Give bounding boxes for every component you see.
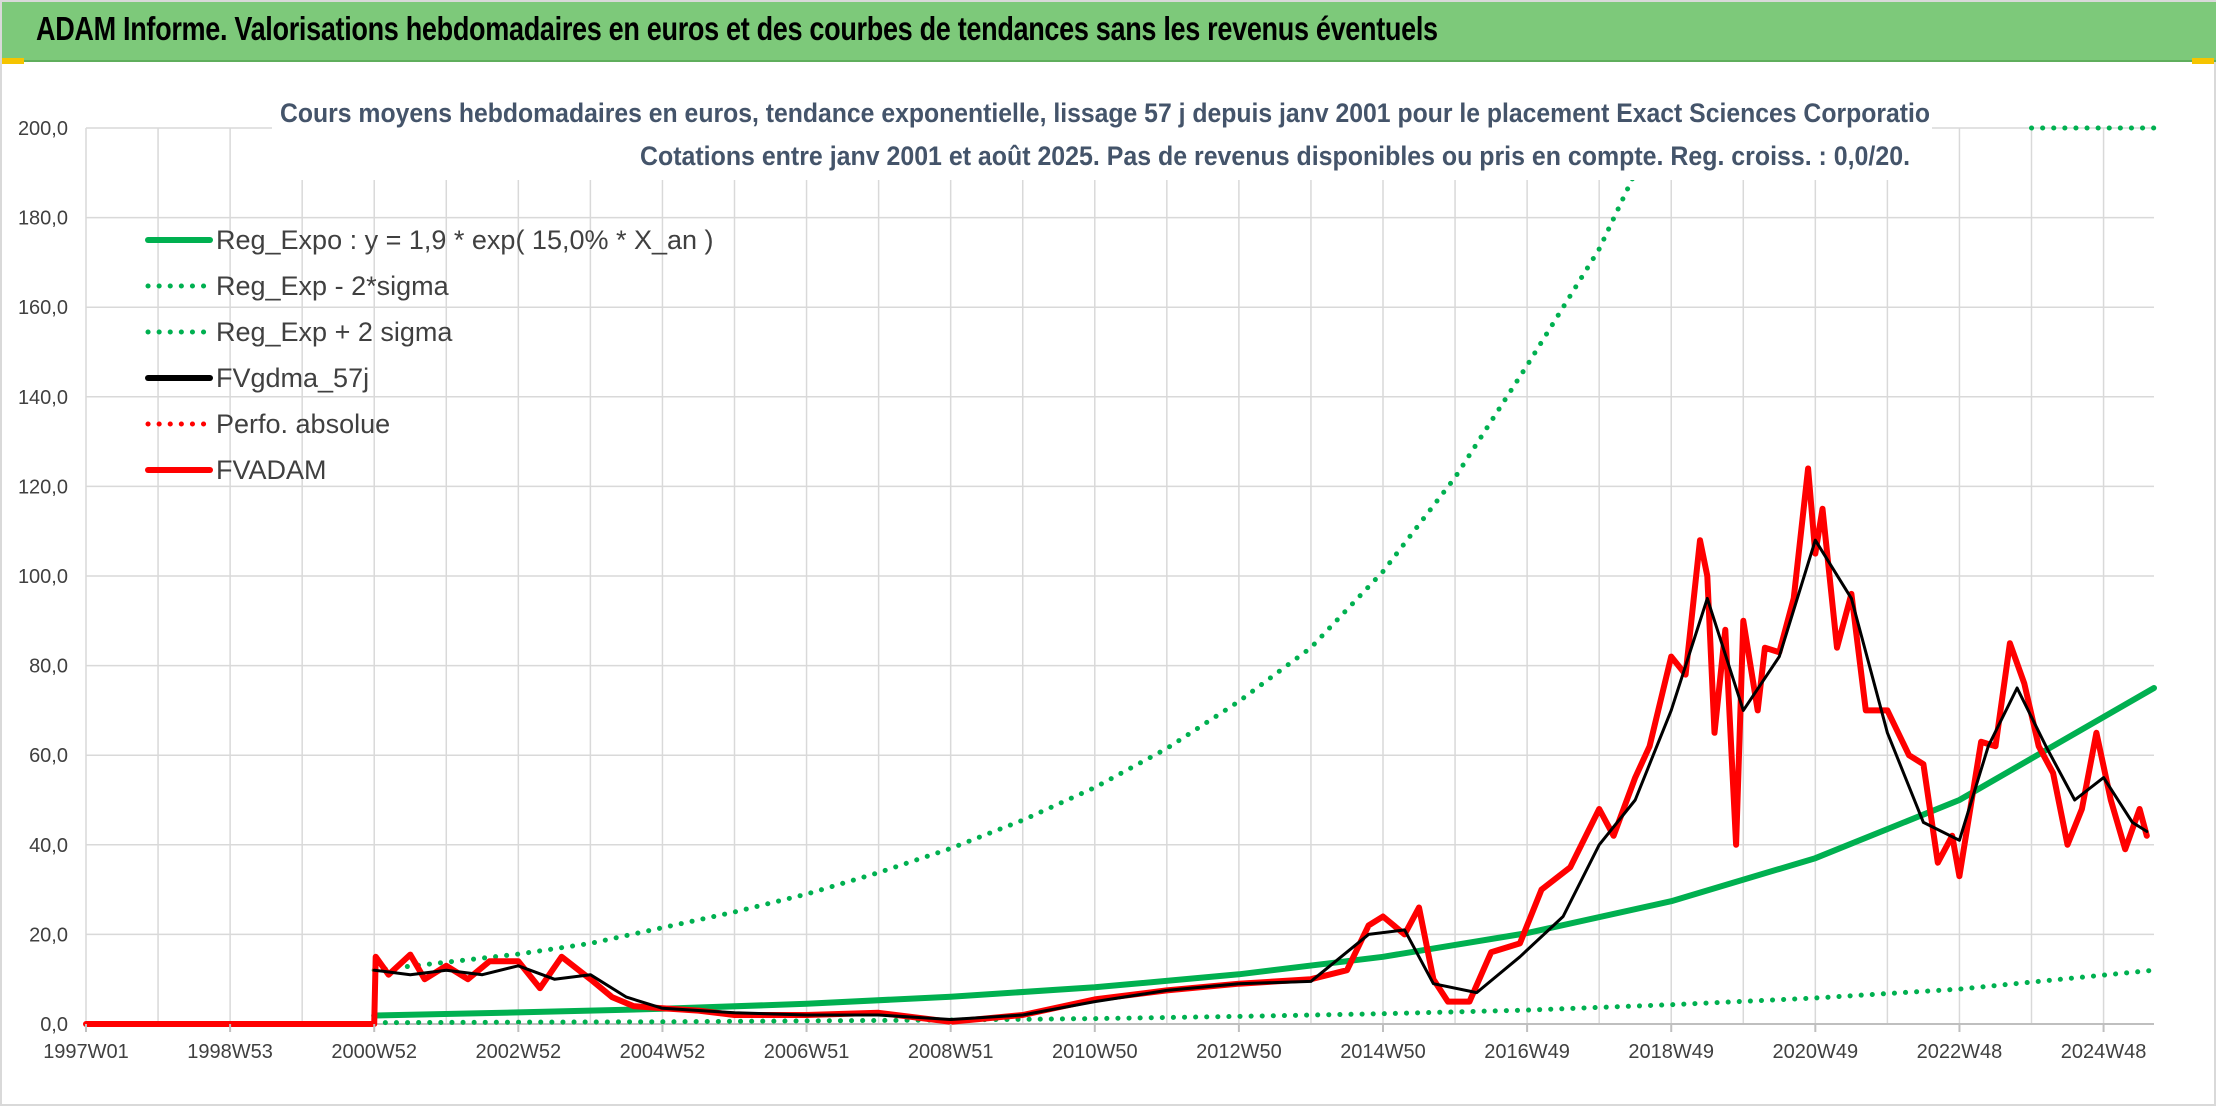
y-tick-label: 40,0 — [29, 835, 68, 857]
y-tick-label: 180,0 — [18, 208, 68, 230]
corner-marker — [2192, 58, 2214, 64]
y-tick-label: 60,0 — [29, 745, 68, 767]
x-tick-label: 2002W52 — [476, 1041, 562, 1063]
series-line — [371, 967, 2157, 1026]
x-tick-label: 2018W49 — [1628, 1041, 1714, 1063]
y-tick-label: 160,0 — [18, 297, 68, 319]
y-tick-label: 200,0 — [18, 118, 68, 140]
y-tick-label: 120,0 — [18, 476, 68, 498]
x-tick-label: 2006W51 — [764, 1041, 850, 1063]
y-tick-label: 0,0 — [40, 1014, 68, 1036]
chart-series — [83, 125, 2157, 1027]
y-axis-ticks: 0,0 20,0 40,0 60,0 80,0 100,0 120,0 140,0 160,0 1… — [18, 118, 68, 1036]
corner-marker — [2, 58, 24, 64]
x-tick-label: 1998W53 — [187, 1041, 273, 1063]
series-line — [372, 538, 2149, 1021]
y-tick-label: 100,0 — [18, 566, 68, 588]
legend-label: Perfo. absolue — [216, 409, 390, 439]
chart-subtitle-line1: Cours moyens hebdomadaires en euros, ten… — [280, 98, 1930, 128]
legend-label: FVgdma_57j — [216, 363, 369, 393]
x-tick-label: 2014W50 — [1340, 1041, 1426, 1063]
x-tick-label: 2008W51 — [908, 1041, 994, 1063]
y-tick-label: 80,0 — [29, 656, 68, 678]
series-line — [371, 170, 1638, 973]
x-tick-label: 2010W50 — [1052, 1041, 1138, 1063]
legend-label: Reg_Expo : y = 1,9 * exp( 15,0% * X_an ) — [216, 225, 714, 255]
legend-label: Reg_Exp + 2 sigma — [216, 317, 453, 347]
legend-label: FVADAM — [216, 455, 327, 485]
x-tick-label: 2016W49 — [1484, 1041, 1570, 1063]
subtitle-backdrop — [272, 90, 1932, 180]
x-tick-label: 2004W52 — [620, 1041, 706, 1063]
x-tick-label: 2012W50 — [1196, 1041, 1282, 1063]
x-tick-label: 2022W48 — [1917, 1041, 2003, 1063]
page-title: ADAM Informe. Valorisations hebdomadaire… — [36, 10, 1438, 47]
legend-label: Reg_Exp - 2*sigma — [216, 271, 450, 301]
series-line — [83, 465, 2150, 1027]
x-tick-label: 2024W48 — [2061, 1041, 2147, 1063]
x-tick-label: 1997W01 — [43, 1041, 129, 1063]
chart-legend: Reg_Expo : y = 1,9 * exp( 15,0% * X_an )… — [145, 225, 714, 485]
x-axis-ticks: 1997W01 1998W53 2000W52 2002W52 2004W52 2006W… — [43, 1024, 2146, 1063]
x-tick-label: 2000W52 — [331, 1041, 417, 1063]
x-tick-label: 2020W49 — [1773, 1041, 1859, 1063]
y-tick-label: 20,0 — [29, 924, 68, 946]
y-tick-label: 140,0 — [18, 387, 68, 409]
chart-subtitle-line2: Cotations entre janv 2001 et août 2025. … — [640, 141, 1910, 171]
title-banner: ADAM Informe. Valorisations hebdomadaire… — [2, 2, 2216, 62]
chart-grid — [85, 127, 2154, 1025]
